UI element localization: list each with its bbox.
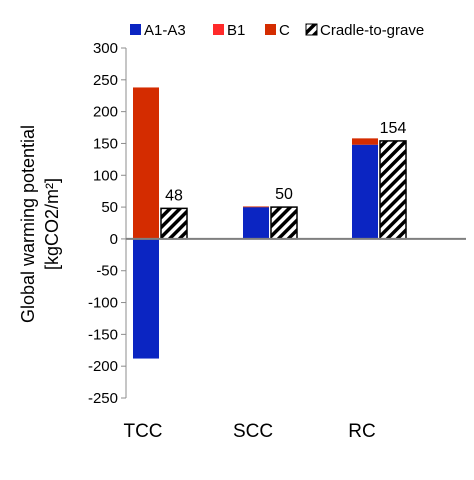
legend: A1-A3 B1 C Cradle-to-grave <box>130 22 424 39</box>
legend-swatch-cradle-to-grave <box>305 23 318 36</box>
y-axis-title-line2: [kgCO2/m²] <box>42 178 62 270</box>
y-tick-label: -150 <box>88 326 118 343</box>
bar-c-scc <box>243 206 269 208</box>
y-tick-label: 50 <box>101 199 118 216</box>
y-tick-label: 300 <box>93 40 118 57</box>
y-tick-label: 200 <box>93 104 118 121</box>
bar-cradle-to-grave-scc <box>270 206 298 240</box>
legend-item-b1: B1 <box>213 22 245 39</box>
category-label-scc: SCC <box>233 421 273 442</box>
y-tick-label: 250 <box>93 72 118 89</box>
y-tick-label: 0 <box>110 231 118 248</box>
legend-item-c: C <box>265 22 290 39</box>
category-label-tcc: TCC <box>123 421 162 442</box>
y-tick-label: 100 <box>93 167 118 184</box>
y-tick-label: -200 <box>88 358 118 375</box>
legend-label-cradle-to-grave: Cradle-to-grave <box>320 22 424 39</box>
legend-swatch-b1 <box>213 24 224 35</box>
data-label-rc: 154 <box>380 120 407 137</box>
legend-label-b1: B1 <box>227 22 245 39</box>
bar-a1-a3-scc <box>243 207 269 239</box>
legend-label-c: C <box>279 22 290 39</box>
legend-swatch-c <box>265 24 276 35</box>
category-label-rc: RC <box>348 421 375 442</box>
y-tick-label: -250 <box>88 390 118 407</box>
y-tick-label: -50 <box>96 263 118 280</box>
legend-item-cradle-to-grave: Cradle-to-grave <box>305 22 424 39</box>
bar-cradle-to-grave-tcc <box>160 207 188 240</box>
legend-label-a1-a3: A1-A3 <box>144 22 186 39</box>
y-axis-title-line1: Global warming potential <box>18 125 38 323</box>
legend-item-a1-a3: A1-A3 <box>130 22 186 39</box>
y-tick-label: 150 <box>93 135 118 152</box>
data-label-tcc: 48 <box>165 187 183 204</box>
y-axis-title: Global warming potential [kgCO2/m²] <box>18 125 62 323</box>
plot-area: 300 250 200 150 100 50 0 -50 -100 -150 -200 -250 48 T… <box>88 40 466 442</box>
bar-a1-a3-rc <box>352 144 378 239</box>
bar-c-rc <box>352 138 378 145</box>
bar-cradle-to-grave-rc <box>379 140 407 240</box>
y-tick-label: -100 <box>88 295 118 312</box>
bar-a1-a3-tcc <box>133 238 159 359</box>
legend-swatch-a1-a3 <box>130 24 141 35</box>
bar-c-tcc <box>133 87 159 239</box>
data-label-scc: 50 <box>275 186 293 203</box>
